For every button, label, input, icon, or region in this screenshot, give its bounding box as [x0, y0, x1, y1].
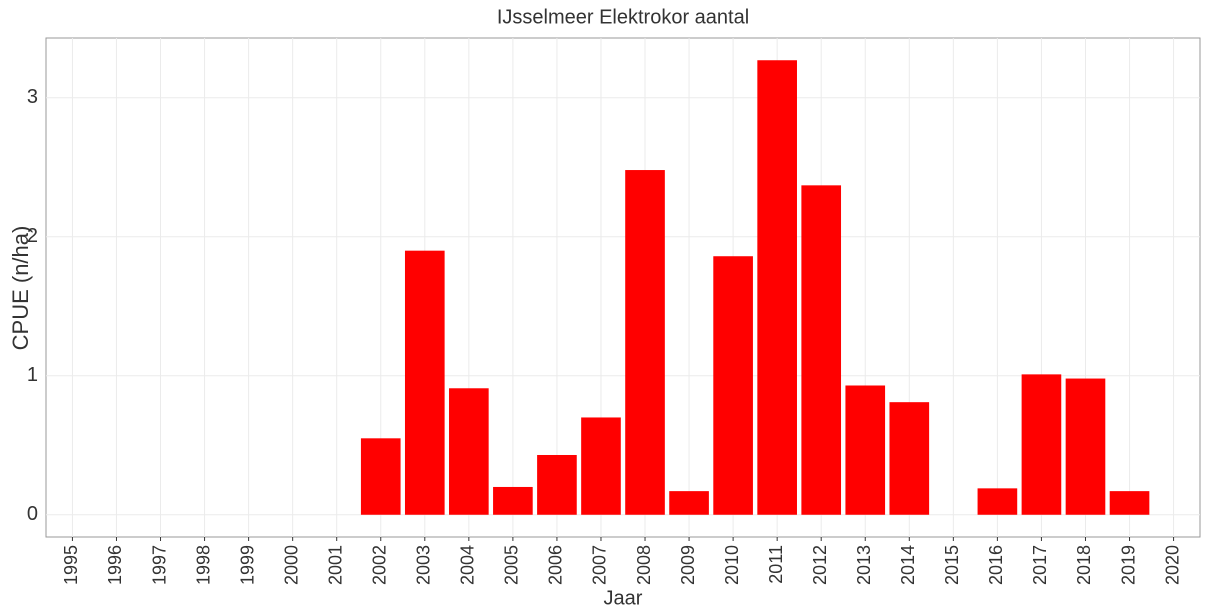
bar	[449, 388, 489, 515]
x-tick-label: 2013	[854, 545, 874, 585]
bar	[669, 491, 709, 515]
x-tick-label: 2007	[590, 545, 610, 585]
x-tick-label: 2017	[1030, 545, 1050, 585]
x-tick-label: 2014	[898, 545, 918, 585]
bar	[360, 438, 401, 515]
bar	[537, 454, 577, 515]
bar	[889, 402, 930, 515]
x-tick-label: 1999	[237, 545, 257, 585]
x-tick-label: 1995	[61, 545, 81, 585]
bar	[1021, 374, 1062, 515]
x-tick-label: 2006	[546, 545, 566, 585]
chart-title: IJsselmeer Elektrokor aantal	[497, 6, 749, 28]
x-tick-label: 2004	[458, 545, 478, 585]
bar	[1109, 491, 1150, 515]
bar	[845, 385, 886, 515]
bar	[801, 185, 842, 515]
bar	[713, 256, 753, 515]
x-tick-label: 2020	[1162, 545, 1182, 585]
x-axis-title: Jaar	[604, 587, 643, 609]
y-tick-label: 3	[27, 86, 38, 108]
x-tick-label: 2002	[369, 545, 389, 585]
y-axis-title: CPUE (n/ha)	[8, 226, 33, 351]
bar	[404, 250, 445, 515]
x-tick-label: 1997	[149, 545, 169, 585]
bar	[625, 170, 665, 515]
y-tick-label: 0	[27, 503, 38, 525]
bar	[1065, 378, 1106, 515]
x-tick-label: 1998	[193, 545, 213, 585]
x-tick-label: 2016	[986, 545, 1006, 585]
bar	[493, 486, 533, 515]
y-tick-label: 1	[27, 364, 38, 386]
x-tick-label: 2012	[810, 545, 830, 585]
x-tick-label: 2001	[325, 545, 345, 585]
x-tick-label: 1996	[105, 545, 125, 585]
x-tick-label: 2009	[678, 545, 698, 585]
x-tick-label: 2018	[1074, 545, 1094, 585]
plot-border	[45, 37, 1201, 538]
bar	[977, 488, 1018, 515]
x-tick-label: 2011	[766, 545, 786, 584]
bar	[757, 60, 797, 515]
x-tick-label: 2010	[722, 545, 742, 585]
x-tick-label: 2008	[634, 545, 654, 585]
x-tick-label: 2015	[942, 545, 962, 585]
x-tick-label: 2019	[1118, 545, 1138, 585]
y-tick-label: 2	[27, 225, 38, 247]
bar	[581, 417, 621, 515]
x-tick-label: 2000	[281, 545, 301, 585]
x-tick-label: 2003	[414, 545, 434, 585]
x-tick-label: 2005	[502, 545, 522, 585]
